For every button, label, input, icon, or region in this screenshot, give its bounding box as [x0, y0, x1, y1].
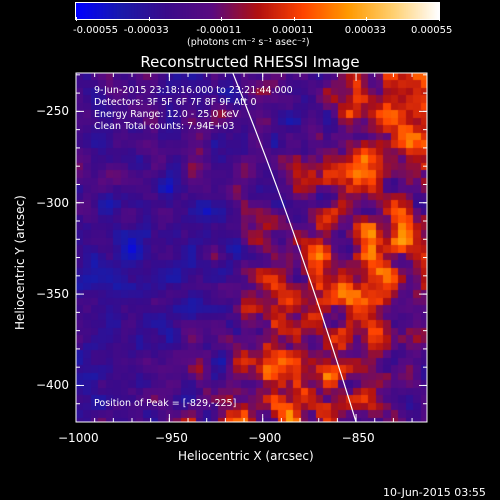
- solar-limb-curve: [232, 73, 357, 422]
- info-line-counts: Clean Total counts: 7.94E+03: [94, 121, 235, 132]
- info-line-time: 9-Jun-2015 23:18:16.000 to 23:21:44.000: [94, 85, 293, 96]
- plot-title: Reconstructed RHESSI Image: [140, 53, 360, 71]
- x-tick-label: −1000: [58, 431, 99, 445]
- colorbar-tick-label: -0.00011: [196, 25, 242, 36]
- peak-position-label: Position of Peak = [-829,-225]: [94, 398, 237, 409]
- colorbar-units: (photons cm⁻² s⁻¹ asec⁻²): [187, 37, 310, 48]
- y-tick-label: −250: [36, 104, 69, 119]
- y-tick-label: −400: [36, 378, 69, 393]
- colorbar-tick: [366, 17, 368, 21]
- x-tick-label: −850: [341, 431, 375, 445]
- plot-frame: [75, 72, 428, 423]
- colorbar-tick-label: -0.00033: [123, 25, 169, 36]
- colorbar-tick-label: 0.00011: [272, 25, 314, 36]
- colorbar: [75, 2, 440, 20]
- colorbar-tick: [148, 17, 150, 21]
- info-line-energy: Energy Range: 12.0 - 25.0 keV: [94, 109, 239, 120]
- timestamp: 10-Jun-2015 03:55: [383, 486, 486, 499]
- x-tick-label: −900: [248, 431, 282, 445]
- colorbar-tick: [221, 17, 223, 21]
- info-line-detectors: Detectors: 3F 5F 6F 7F 8F 9F Att 0: [94, 97, 257, 108]
- heatmap-image: [76, 73, 427, 422]
- colorbar-tick: [293, 17, 295, 21]
- colorbar-tick: [76, 17, 77, 21]
- colorbar-tick-label: 0.00033: [344, 25, 387, 36]
- y-tick-label: −300: [36, 195, 69, 210]
- heatmap-plot: 9-Jun-2015 23:18:16.000 to 23:21:44.000 …: [76, 73, 427, 422]
- x-axis-label: Heliocentric X (arcsec): [178, 449, 314, 463]
- plot-overlay: [232, 73, 357, 422]
- y-tick-label: −350: [36, 287, 69, 302]
- colorbar-tick: [439, 17, 440, 21]
- colorbar-tick-label: -0.00055: [73, 25, 118, 36]
- colorbar-frame: [75, 2, 440, 20]
- y-axis-label: Heliocentric Y (arcsec): [13, 195, 27, 330]
- x-tick-label: −950: [154, 431, 188, 445]
- colorbar-tick-label: 0.00055: [411, 25, 453, 36]
- colorbar-gradient: [76, 3, 439, 19]
